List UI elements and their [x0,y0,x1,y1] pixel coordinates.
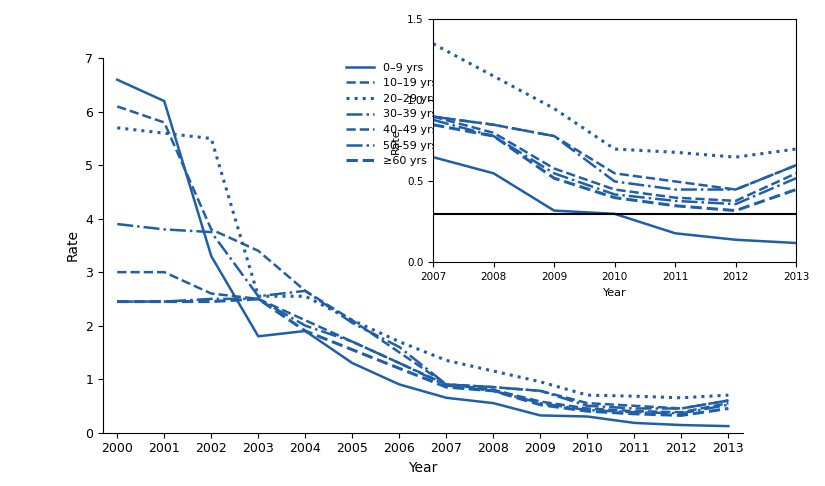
X-axis label: Year: Year [603,288,626,298]
Legend: 0–9 yrs, 10–19 yrs, 20–29 yrs, 30–39 yrs, 40–49 yrs, 50–59 yrs, ≥60 yrs: 0–9 yrs, 10–19 yrs, 20–29 yrs, 30–39 yrs… [342,58,442,171]
X-axis label: Year: Year [408,461,437,475]
Y-axis label: Rate: Rate [391,128,401,154]
Y-axis label: Rate: Rate [66,229,80,261]
